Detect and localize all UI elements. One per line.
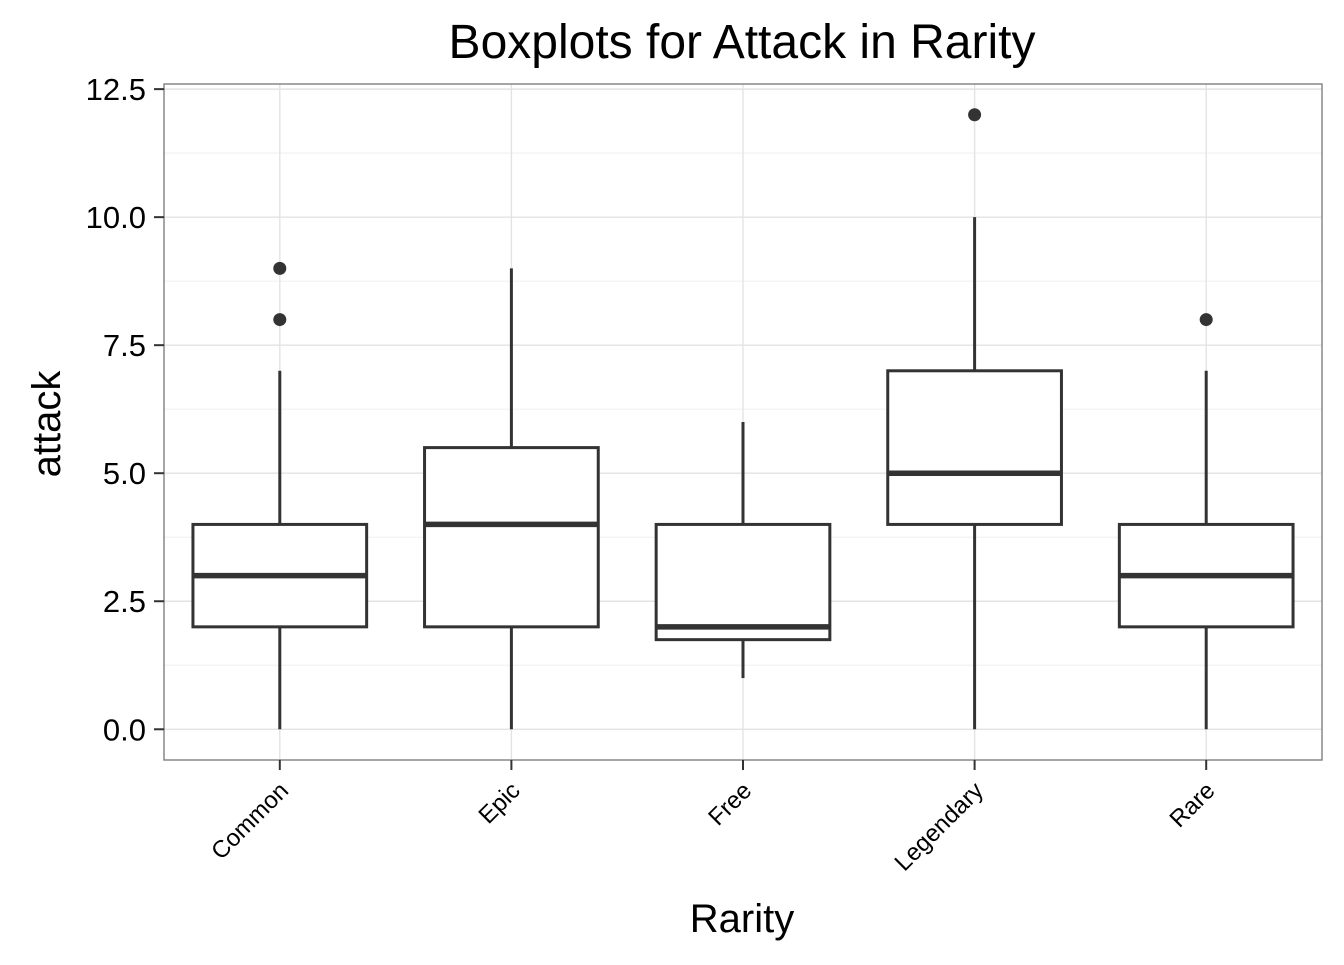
- x-tick-label: Rare: [1165, 777, 1221, 833]
- box: [423, 446, 600, 629]
- outlier-point: [968, 108, 982, 122]
- outlier-point: [1199, 313, 1213, 327]
- y-axis-title: attack: [25, 370, 69, 478]
- chart-title: Boxplots for Attack in Rarity: [449, 16, 1036, 69]
- box: [654, 522, 832, 642]
- y-tick-label: 12.5: [86, 72, 146, 107]
- x-axis-title: Rarity: [690, 897, 794, 941]
- y-tick-label: 5.0: [103, 456, 146, 491]
- plot-area: 0.0 2.5 5.0 7.5 10.0 12.5 Common Epic Free Legend…: [86, 72, 1323, 876]
- outlier-point: [273, 313, 287, 327]
- x-tick-label: Epic: [474, 777, 526, 829]
- x-tick-label: Free: [703, 777, 757, 831]
- y-tick-label: 7.5: [103, 328, 146, 363]
- x-tick-label: Legendary: [890, 777, 989, 876]
- box: [886, 369, 1063, 526]
- x-tick-label: Common: [206, 777, 294, 865]
- outlier-point: [273, 261, 287, 275]
- y-tick-label: 0.0: [103, 712, 146, 747]
- y-tick-label: 10.0: [86, 200, 146, 235]
- y-tick-label: 2.5: [103, 584, 146, 619]
